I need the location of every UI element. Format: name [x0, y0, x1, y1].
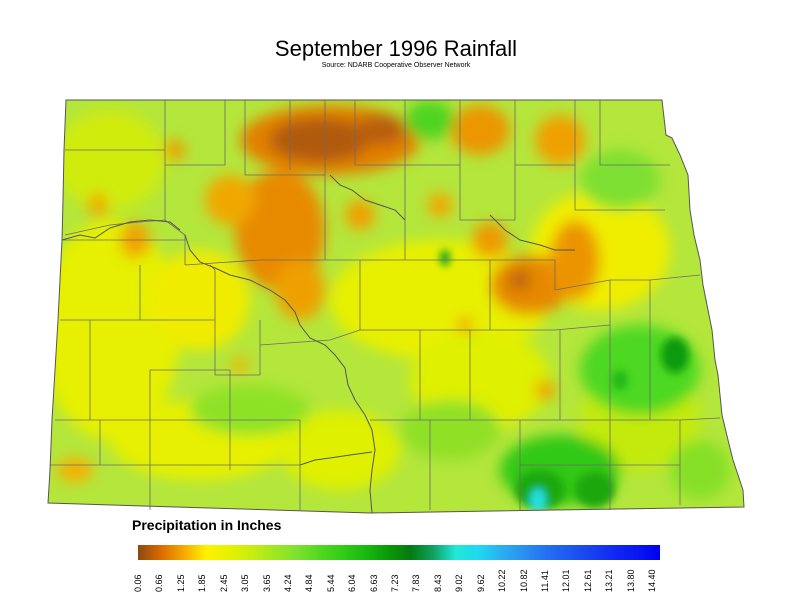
county-boundaries: [50, 100, 721, 510]
river-boundary: [61, 174, 575, 514]
state-outline: [47, 99, 745, 514]
rainfall-blobs: [48, 100, 730, 505]
colorbar-fill: [138, 545, 660, 560]
rainfall-peaks: [440, 250, 689, 512]
legend-title: Precipitation in Inches: [132, 517, 282, 533]
legend-colorbar: [138, 545, 660, 560]
map-title: September 1996 Rainfall: [274, 36, 518, 61]
map-subtitle: Source: NDARB Cooperative Observer Netwo…: [321, 62, 471, 69]
rainfall-surface: [48, 100, 744, 513]
